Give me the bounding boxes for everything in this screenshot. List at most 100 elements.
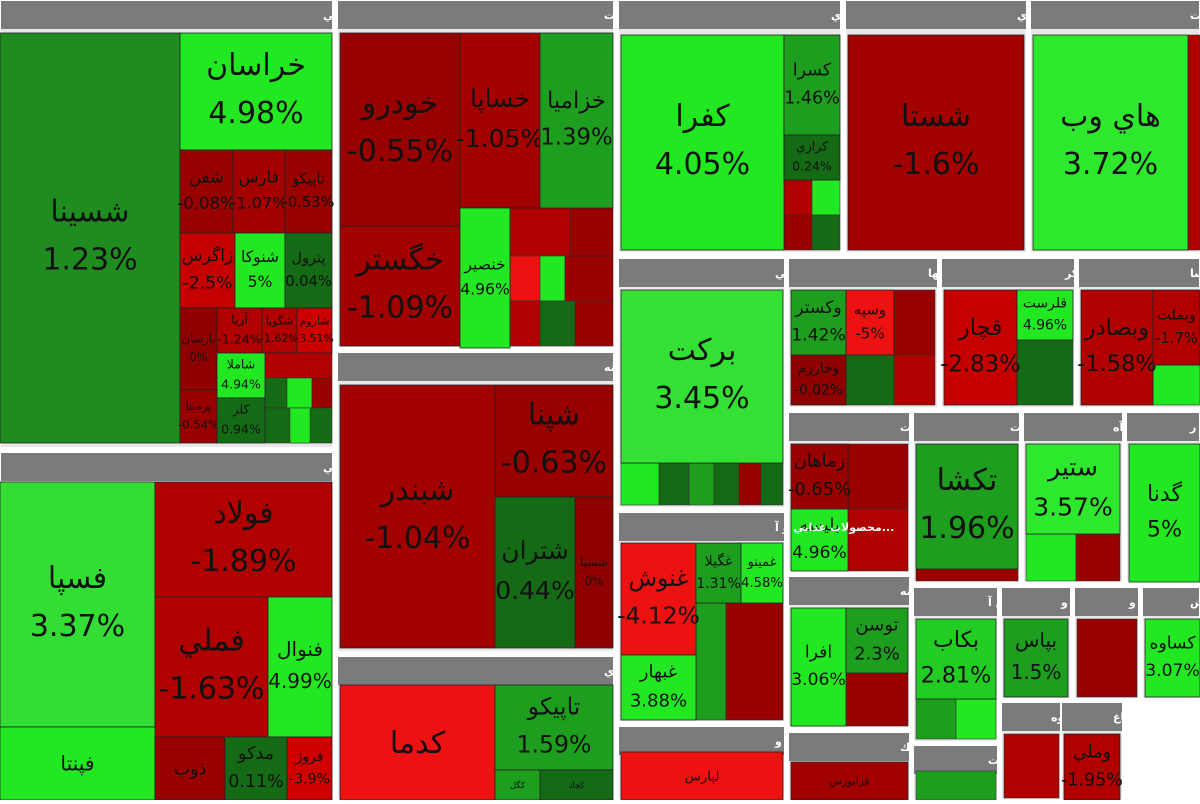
small-tile [509,255,541,302]
tile [216,307,263,354]
small-tile [893,354,936,406]
group-header [789,577,909,605]
tile [845,607,909,674]
tile-symbol: خزاميا [547,88,606,114]
tile-change: 5% [1147,516,1182,542]
group-title: ...بانكها و موسسا [1190,267,1200,280]
tile-change: 1.96% [919,511,1014,546]
small-tile [725,602,784,721]
tile-change: 2.81% [921,662,992,688]
small-tile [1187,34,1200,251]
small-tile [783,214,813,251]
group-header [1031,1,1199,29]
tile-change: -1.62% [260,332,299,345]
tile-symbol: توسن [855,615,898,636]
tile [1144,618,1200,698]
tile-change: -0.65% [788,479,851,500]
tile [1032,34,1189,251]
small-tile [264,352,333,379]
tile-symbol: تاپيكو [291,170,325,187]
tile-symbol: زماهان [794,451,845,472]
tile-symbol: شاروم [300,314,330,327]
tile-symbol: كچاد [569,780,585,790]
small-tile [311,377,333,409]
tile [943,289,1018,406]
tile [0,32,181,444]
tile-symbol: شپنا [528,398,580,433]
tile [339,32,461,227]
tile-symbol: كرازي [796,139,828,155]
tile-change: 4.96% [1023,318,1067,334]
group-header [1002,703,1060,731]
small-tile [1075,533,1121,582]
tile-change: 3.07% [1145,661,1200,681]
small-tile [1152,364,1200,406]
small-tile [539,300,576,347]
tile-change: 4.96% [460,280,510,298]
small-tile [1076,618,1138,698]
group-title: ...كاش [1190,596,1200,609]
tile-symbol: لپارس [685,770,720,785]
small-tile [1025,533,1077,582]
tile-symbol: خودرو [360,86,438,121]
tile-symbol: شتران [501,536,569,565]
small-tile [811,214,841,251]
tile-symbol: شاملا [227,357,255,372]
tile-symbol: شستا [901,99,971,134]
tile-change: 1.46% [784,88,840,108]
tile-change: -1.6% [892,147,979,182]
small-tile [713,462,740,506]
tile-change: 0.44% [495,576,574,605]
tile [232,149,286,234]
small-tile [564,255,614,302]
group-header [1079,259,1199,287]
small-tile [574,300,614,347]
tile-symbol: قلرست [1023,295,1067,311]
tile-symbol: كلر [232,402,250,418]
tile-symbol: وسپه [854,300,886,319]
tile-change: 0.94% [221,422,261,437]
tile-change: 4.99% [268,669,332,693]
tile-symbol: خساپا [470,84,530,113]
tile-change: -3.9% [289,771,330,787]
group-header [1002,588,1070,616]
tile [267,596,333,738]
tile-symbol: تكشا [937,463,998,498]
small-tile [847,508,909,572]
tile-symbol: زاگرس [182,245,234,266]
tile-symbol: شسپا [580,555,608,569]
tile-change: 2.3% [854,643,900,664]
tile-change: -1.89% [190,544,296,579]
tile-symbol: كگل [510,780,525,790]
tile [740,542,784,604]
tile-change: -0.63% [501,446,607,481]
tile-symbol: غنوش [628,564,688,592]
group-header [1,453,332,481]
tile-symbol: غگيلا [705,552,733,569]
tile-symbol: شبندر [379,473,454,508]
tile-symbol: شفن [189,167,224,186]
tile-change: 4.58% [741,576,783,591]
group-header [914,588,997,616]
group-header [914,413,1019,441]
tile-symbol: بركت [668,333,737,368]
group-header [942,259,1074,287]
tile [179,389,218,444]
group-header [338,353,613,381]
tile-symbol: فولاد [213,496,273,531]
small-tile [688,462,715,506]
group-header [914,746,997,774]
tile-symbol: خراسان [206,48,306,83]
tile-change: -0.55% [347,134,453,169]
tile-change: -0.08% [177,194,236,213]
group-header [1143,588,1199,616]
tile [179,149,234,234]
tile [783,134,841,181]
tile-change: 0% [585,574,604,588]
tile-change: -1.58% [1077,351,1157,377]
small-tile [915,770,997,801]
tile-symbol: كفرا [675,99,730,134]
tile [695,542,742,604]
tile-symbol: گدنا [1147,481,1183,507]
